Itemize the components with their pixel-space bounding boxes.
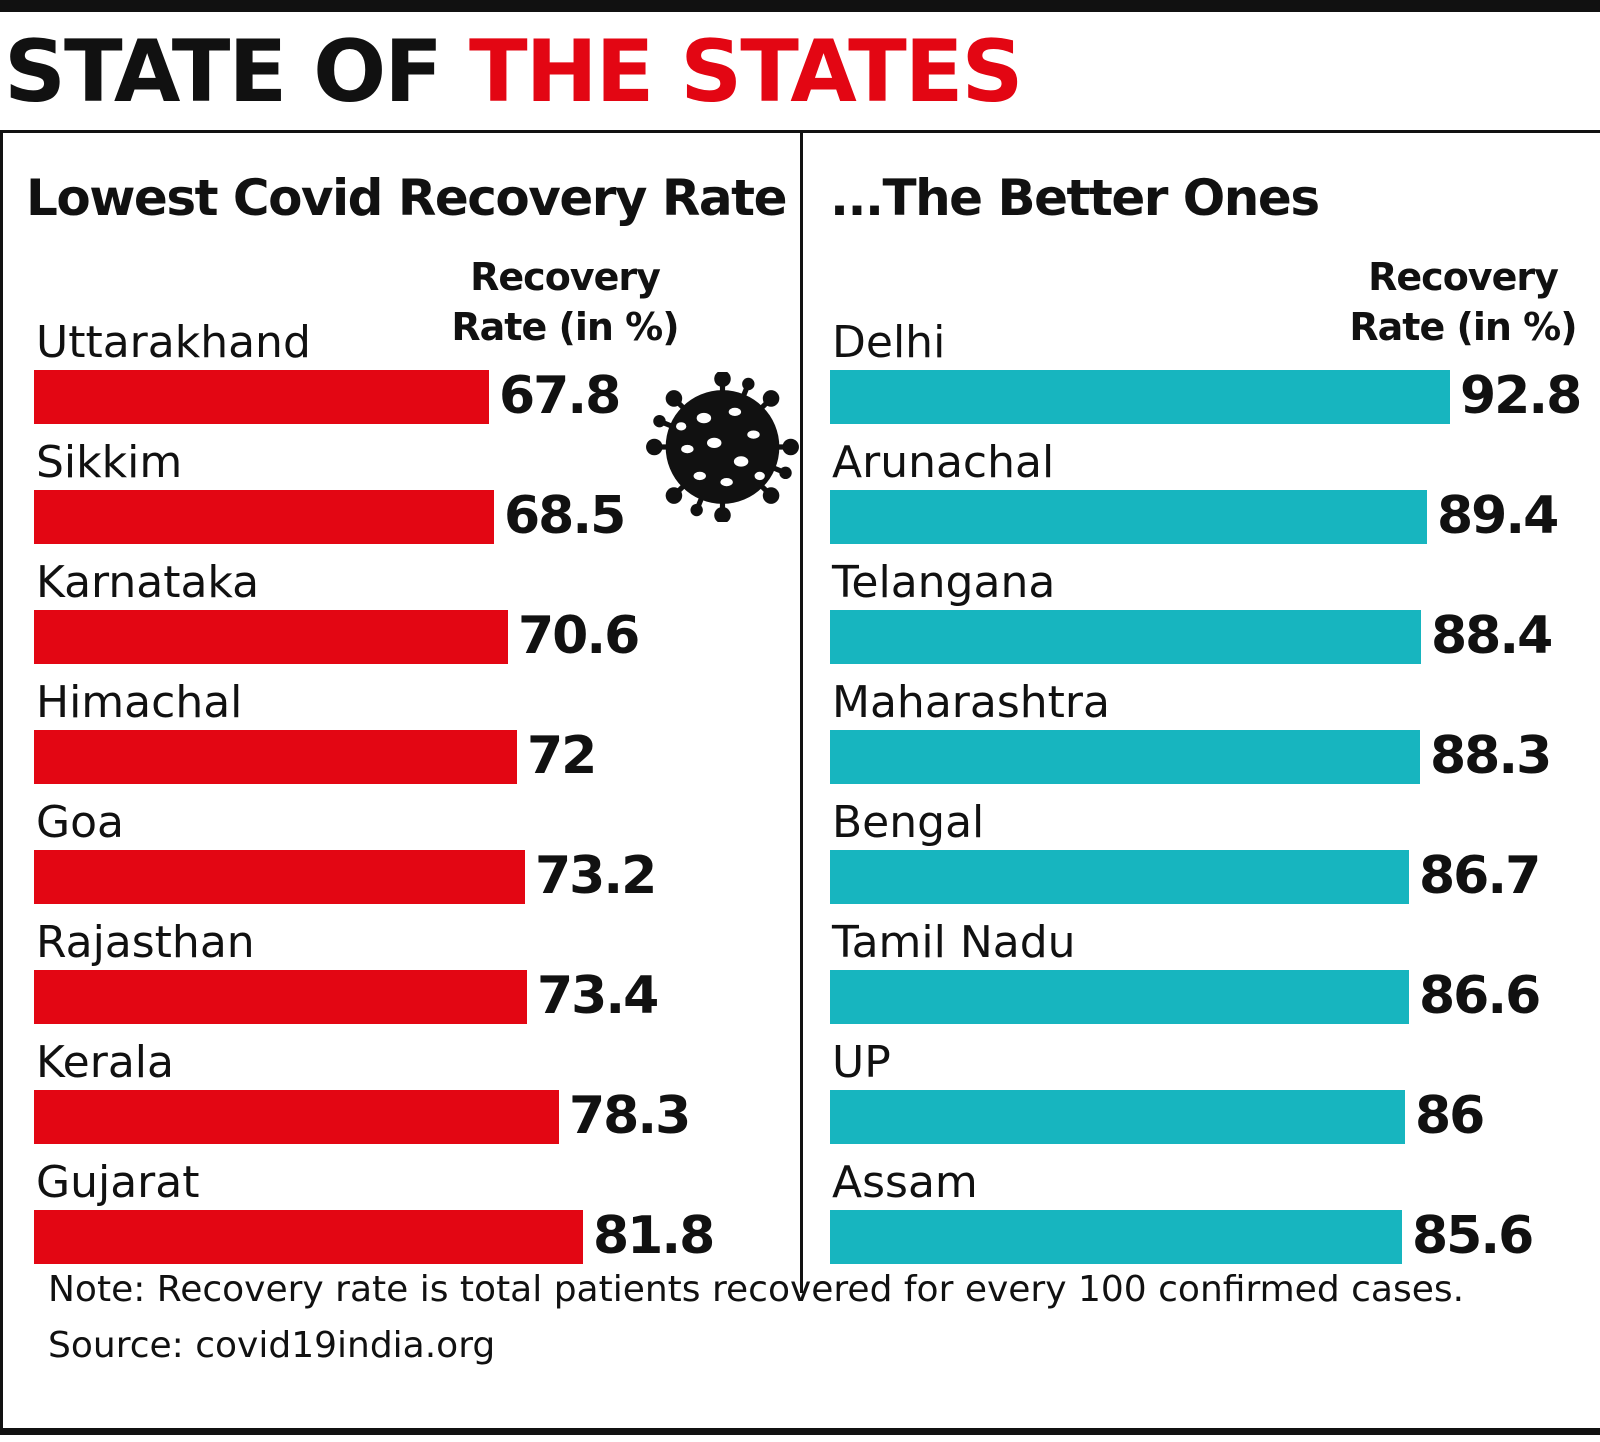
bar	[34, 1090, 559, 1144]
bar	[830, 370, 1450, 424]
value-label: 72	[527, 726, 597, 786]
value-label: 85.6	[1412, 1206, 1534, 1266]
left-border	[0, 130, 3, 1430]
state-label: Delhi	[832, 317, 946, 368]
bar	[830, 1210, 1402, 1264]
virus-icon	[646, 372, 799, 522]
value-label: 73.2	[535, 846, 657, 906]
state-label: Himachal	[36, 677, 243, 728]
bar	[34, 1210, 583, 1264]
state-label: Goa	[36, 797, 124, 848]
right-value-header: Recovery Rate (in %)	[1338, 252, 1588, 352]
bar	[34, 610, 508, 664]
bar	[830, 490, 1427, 544]
value-label: 68.5	[504, 486, 626, 546]
value-label: 92.8	[1460, 366, 1582, 426]
state-label: UP	[832, 1037, 891, 1088]
value-label: 88.3	[1430, 726, 1552, 786]
value-label: 86.6	[1419, 966, 1541, 1026]
value-label: 78.3	[569, 1086, 691, 1146]
bar	[34, 730, 517, 784]
page-title: STATE OF THE STATES	[4, 22, 1023, 122]
value-label: 67.8	[499, 366, 621, 426]
state-label: Rajasthan	[36, 917, 255, 968]
right-value-header-line1: Recovery	[1368, 255, 1559, 299]
left-panel-title: Lowest Covid Recovery Rate	[26, 169, 787, 227]
value-label: 73.4	[537, 966, 659, 1026]
left-bar-chart: Uttarakhand 67.8 Sikkim 68.5 Karnataka 70.6 Hi…	[0, 0, 800, 1300]
value-label: 86.7	[1419, 846, 1541, 906]
value-label: 89.4	[1437, 486, 1559, 546]
state-label: Kerala	[36, 1037, 174, 1088]
state-label: Maharashtra	[832, 677, 1110, 728]
state-label: Bengal	[832, 797, 985, 848]
left-value-header: Recovery Rate (in %)	[440, 252, 690, 352]
note-text: Note: Recovery rate is total patients re…	[48, 1269, 1465, 1310]
panel-divider	[800, 133, 803, 1293]
title-divider	[0, 130, 1600, 133]
value-label: 70.6	[518, 606, 640, 666]
bar	[34, 970, 527, 1024]
state-label: Tamil Nadu	[832, 917, 1076, 968]
left-value-header-line1: Recovery	[470, 255, 661, 299]
right-bar-chart: Delhi 92.8 Arunachal 89.4 Telangana 88.4 Mahar…	[830, 317, 1582, 1266]
title-part-black: STATE OF	[4, 22, 469, 122]
state-label: Gujarat	[36, 1157, 200, 1208]
title-part-red: THE STATES	[468, 22, 1023, 122]
top-rule	[0, 0, 1600, 12]
state-label: Uttarakhand	[36, 317, 311, 368]
value-label: 81.8	[593, 1206, 715, 1266]
state-label: Karnataka	[36, 557, 260, 608]
bar	[830, 850, 1409, 904]
state-label: Sikkim	[36, 437, 183, 488]
bar	[830, 610, 1421, 664]
source-text: Source: covid19india.org	[48, 1325, 496, 1366]
state-label: Telangana	[832, 557, 1056, 608]
state-label: Arunachal	[832, 437, 1055, 488]
bar	[34, 490, 494, 544]
bar	[830, 970, 1409, 1024]
value-label: 88.4	[1431, 606, 1553, 666]
state-label: Assam	[832, 1157, 978, 1208]
right-panel-title: ...The Better Ones	[830, 169, 1320, 227]
right-value-header-line2: Rate (in %)	[1349, 305, 1577, 349]
bar	[830, 1090, 1405, 1144]
bar	[830, 730, 1420, 784]
bar	[34, 370, 489, 424]
bar	[34, 850, 525, 904]
value-label: 86	[1415, 1086, 1485, 1146]
left-value-header-line2: Rate (in %)	[451, 305, 679, 349]
bottom-rule	[0, 1428, 1600, 1435]
